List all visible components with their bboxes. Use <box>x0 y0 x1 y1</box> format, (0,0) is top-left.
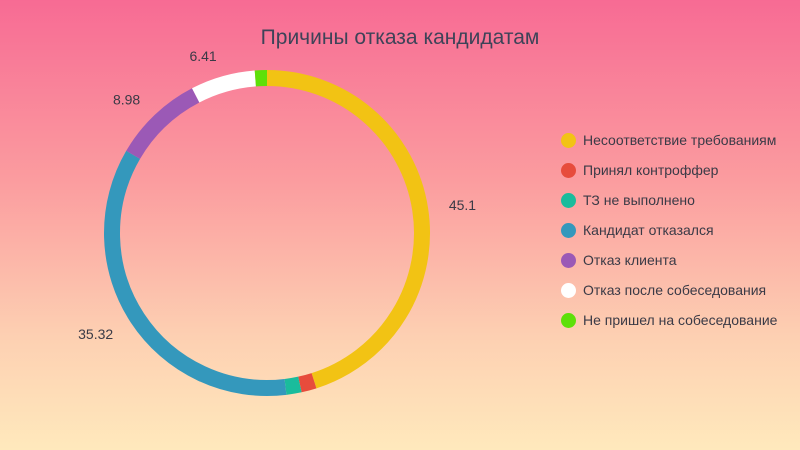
legend-swatch <box>561 282 576 298</box>
donut-value-label: 8.98 <box>113 92 140 108</box>
legend-item[interactable]: Принял контроффер <box>561 155 777 185</box>
donut-slice-4[interactable] <box>104 150 287 396</box>
donut-slice-5[interactable] <box>126 88 200 160</box>
donut-value-labels: 45.1 35.32 8.98 6.41 <box>78 48 476 342</box>
legend-item[interactable]: Несоответствие требованиям <box>561 125 777 155</box>
donut-value-label: 45.1 <box>449 197 476 213</box>
donut-slice-2[interactable] <box>298 373 317 393</box>
donut-value-label: 35.32 <box>78 326 113 342</box>
legend-swatch <box>561 252 576 268</box>
legend-swatch <box>561 132 576 148</box>
legend-swatch <box>561 162 576 178</box>
legend-swatch <box>561 312 576 328</box>
legend-item[interactable]: Не пришел на собеседование <box>561 305 777 335</box>
donut-value-label: 6.41 <box>189 48 216 64</box>
donut-slice-3[interactable] <box>284 376 302 395</box>
legend-label: ТЗ не выполнено <box>583 192 695 208</box>
legend-swatch <box>561 222 576 238</box>
legend-label: Отказ после собеседования <box>583 282 767 298</box>
legend-swatch <box>561 192 576 208</box>
legend-label: Не пришел на собеседование <box>583 312 778 328</box>
donut-slice-1[interactable] <box>266 70 430 389</box>
legend-item[interactable]: Отказ после собеседования <box>561 275 777 305</box>
legend-item[interactable]: Отказ клиента <box>561 245 777 275</box>
legend-item[interactable]: ТЗ не выполнено <box>561 185 777 215</box>
legend-item[interactable]: Кандидат отказался <box>561 215 777 245</box>
chart-title: Причины отказа кандидатам <box>260 26 540 49</box>
legend-label: Отказ клиента <box>583 252 677 268</box>
legend-label: Принял контроффер <box>583 162 719 178</box>
legend-label: Кандидат отказался <box>583 222 714 238</box>
donut-slice-6[interactable] <box>192 70 257 103</box>
chart-legend: Несоответствие требованиям Принял контроф… <box>561 125 777 335</box>
legend-label: Несоответствие требованиям <box>583 132 777 148</box>
donut-slices <box>104 70 430 396</box>
